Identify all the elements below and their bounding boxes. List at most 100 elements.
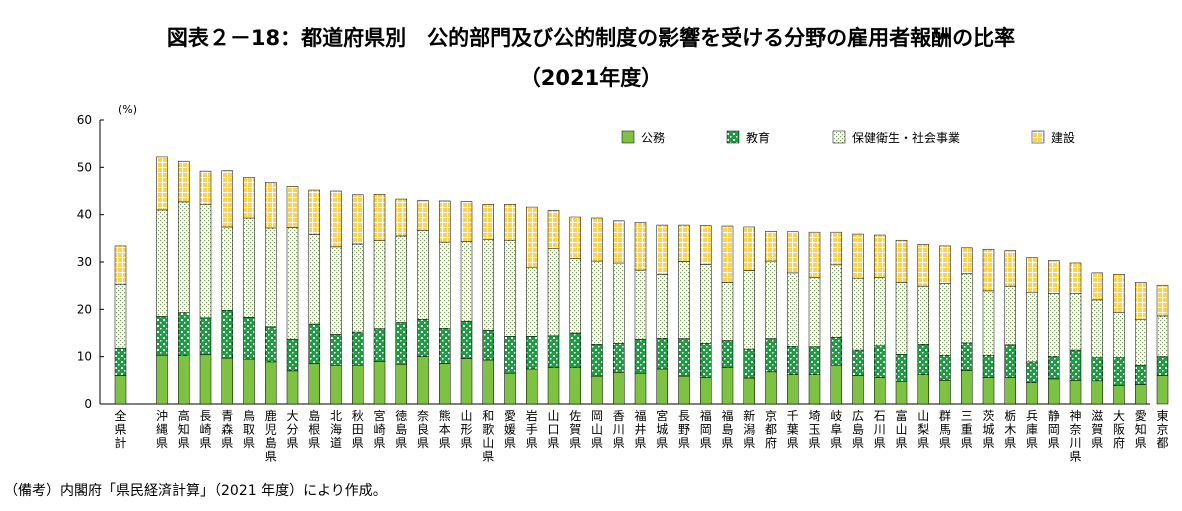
x-tick-label: 大 <box>1113 409 1125 423</box>
bar-segment <box>417 356 429 405</box>
x-tick-label: 滋 <box>1091 409 1103 423</box>
bar-segment <box>308 363 320 405</box>
bar-segment <box>874 234 886 278</box>
bar-segment <box>439 241 451 329</box>
bar-segment <box>700 377 712 405</box>
bar-segment <box>439 328 451 365</box>
bar-segment <box>787 272 799 347</box>
bar-segment <box>1048 260 1060 294</box>
bar-segment <box>156 355 168 405</box>
x-tick-label: 井 <box>634 423 646 437</box>
x-tick-label: 海 <box>330 422 342 437</box>
x-tick-label: 県 <box>830 436 842 450</box>
x-tick-label: 口 <box>547 423 559 437</box>
bar-segment <box>721 340 734 368</box>
bar-segment <box>982 355 995 378</box>
x-tick-label: 川 <box>1069 436 1081 450</box>
bar-segment <box>1113 274 1125 313</box>
bar-segment <box>352 194 364 245</box>
bar-segment <box>526 368 538 405</box>
bar-segment <box>852 233 864 279</box>
bar-segment <box>417 230 429 320</box>
bar-segment <box>874 277 886 347</box>
bar-segment <box>1004 377 1016 405</box>
bar-segment <box>504 372 516 405</box>
x-tick-label: 島 <box>852 422 864 437</box>
y-tick-label: 10 <box>77 350 92 364</box>
bar-segment <box>700 264 712 344</box>
x-tick-label: 静 <box>1048 409 1060 423</box>
bar-segment <box>634 338 647 374</box>
x-tick-label: 県 <box>656 436 668 450</box>
bar-segment <box>808 346 821 375</box>
x-tick-label: 県 <box>460 436 472 450</box>
x-tick-label: 岡 <box>1048 423 1060 437</box>
bar-segment <box>156 156 168 211</box>
x-tick-label: 県 <box>199 436 211 450</box>
bar-segment <box>439 200 451 243</box>
bar-segment <box>482 329 494 361</box>
x-tick-label: 埼 <box>808 409 820 423</box>
bar-segment <box>591 375 603 405</box>
bar-segment <box>765 230 777 262</box>
x-tick-label: 高 <box>178 408 190 423</box>
x-tick-label: 県 <box>243 436 255 450</box>
bar-segment <box>830 231 842 266</box>
bar-segment <box>982 290 995 356</box>
x-tick-label: 県 <box>439 436 451 450</box>
bar-segment <box>504 336 516 374</box>
x-tick-label: 児 <box>265 423 277 437</box>
x-tick-label: 北 <box>330 409 342 423</box>
bar-segment <box>765 260 777 339</box>
x-tick-label: 賀 <box>1091 423 1103 437</box>
bar-segment <box>591 217 603 262</box>
bar-segment <box>634 372 647 405</box>
bar-segment <box>286 186 299 228</box>
x-tick-label: 形 <box>460 423 472 437</box>
x-tick-label: 県 <box>156 436 168 450</box>
bar-segment <box>961 370 973 405</box>
x-tick-label: 潟 <box>743 423 755 437</box>
bar-segment <box>547 367 560 405</box>
x-tick-label: 岩 <box>526 408 538 423</box>
x-tick-label: 青 <box>221 409 233 423</box>
x-tick-label: 手 <box>526 423 538 437</box>
bar-segment <box>114 347 127 376</box>
x-tick-label: 県 <box>504 436 516 450</box>
bar-segment <box>721 225 734 283</box>
bar-segment <box>895 282 908 355</box>
x-tick-label: 媛 <box>504 423 516 437</box>
bar-segment <box>917 285 929 345</box>
bar-segment <box>243 317 255 360</box>
chart-subtitle: （2021年度） <box>519 66 663 90</box>
bar-segment <box>221 226 233 311</box>
bar-segment <box>743 348 755 379</box>
legend-swatch <box>726 130 740 144</box>
x-tick-label: 秋 <box>352 409 364 423</box>
bar-segment <box>417 200 429 231</box>
bar-segment <box>526 206 538 268</box>
bar-segment <box>460 358 473 405</box>
bar-segment <box>961 247 973 275</box>
bar-segment <box>286 227 299 340</box>
bar-segment <box>221 357 233 405</box>
x-tick-label: 県 <box>874 436 886 450</box>
x-tick-label: 福 <box>634 408 646 423</box>
x-tick-label: 茨 <box>982 409 994 423</box>
x-tick-label: 愛 <box>1135 409 1147 423</box>
bar-segment <box>482 204 494 240</box>
bar-segment <box>199 354 212 405</box>
bar-segment <box>569 332 581 368</box>
x-tick-label: 本 <box>439 423 451 437</box>
x-tick-label: 縄 <box>156 422 168 437</box>
bar-segment <box>178 201 190 313</box>
x-tick-label: 県 <box>852 436 864 450</box>
x-tick-label: 県 <box>373 436 385 450</box>
x-tick-label: 重 <box>961 423 973 437</box>
x-tick-label: 愛 <box>504 409 516 423</box>
x-tick-label: 全 <box>114 408 126 423</box>
bar-segment <box>939 245 951 284</box>
x-tick-label: 森 <box>221 422 233 437</box>
x-tick-label: 城 <box>656 423 668 437</box>
x-tick-label: 島 <box>265 435 277 450</box>
